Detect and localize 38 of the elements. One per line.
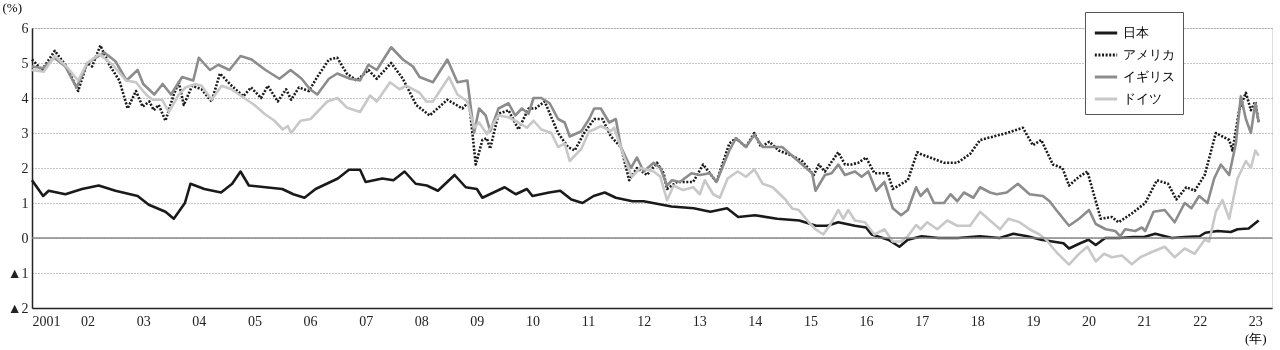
x-tick-label: 15 <box>803 313 818 329</box>
x-tick-label: 16 <box>859 313 874 329</box>
y-tick-label: 0 <box>21 230 29 246</box>
x-axis-title: (年) <box>1244 330 1267 346</box>
x-tick-label: 07 <box>359 313 374 329</box>
y-tick-label: 2 <box>21 160 29 176</box>
x-tick-label: 08 <box>414 313 429 329</box>
x-tick-label: 12 <box>637 313 652 329</box>
legend-label: 日本 <box>1123 25 1149 40</box>
x-tick-label: 23 <box>1248 313 1263 329</box>
y-tick-label: 3 <box>21 125 29 141</box>
x-tick-label: 14 <box>748 313 763 329</box>
x-tick-label: 20 <box>1082 313 1096 329</box>
x-tick-label: 02 <box>81 313 96 329</box>
x-tick-label: 03 <box>136 313 151 329</box>
y-tick-label: 5 <box>21 55 29 71</box>
x-tick-label: 17 <box>915 313 930 329</box>
legend-label: イギリス <box>1123 69 1175 84</box>
x-tick-label: 13 <box>692 313 707 329</box>
y-tick-label: 4 <box>21 90 29 106</box>
x-tick-label: 05 <box>247 313 262 329</box>
x-tick-label: 06 <box>303 313 318 329</box>
x-tick-label: 04 <box>192 313 207 329</box>
x-tick-label: 09 <box>470 313 485 329</box>
y-tick-label: ▲1 <box>7 265 29 281</box>
legend-label: ドイツ <box>1123 91 1162 106</box>
legend-label: アメリカ <box>1123 47 1175 62</box>
y-tick-label: ▲2 <box>7 300 29 316</box>
x-tick-label: 22 <box>1193 313 1208 329</box>
y-tick-label: 6 <box>21 20 29 36</box>
x-tick-label: 19 <box>1026 313 1041 329</box>
x-tick-label: 11 <box>581 313 596 329</box>
x-tick-label: 10 <box>525 313 540 329</box>
x-tick-label: 21 <box>1137 313 1152 329</box>
x-tick-label: 2001 <box>32 313 61 329</box>
y-axis-title: (%) <box>2 0 22 15</box>
y-tick-label: 1 <box>21 195 29 211</box>
x-tick-label: 18 <box>970 313 985 329</box>
